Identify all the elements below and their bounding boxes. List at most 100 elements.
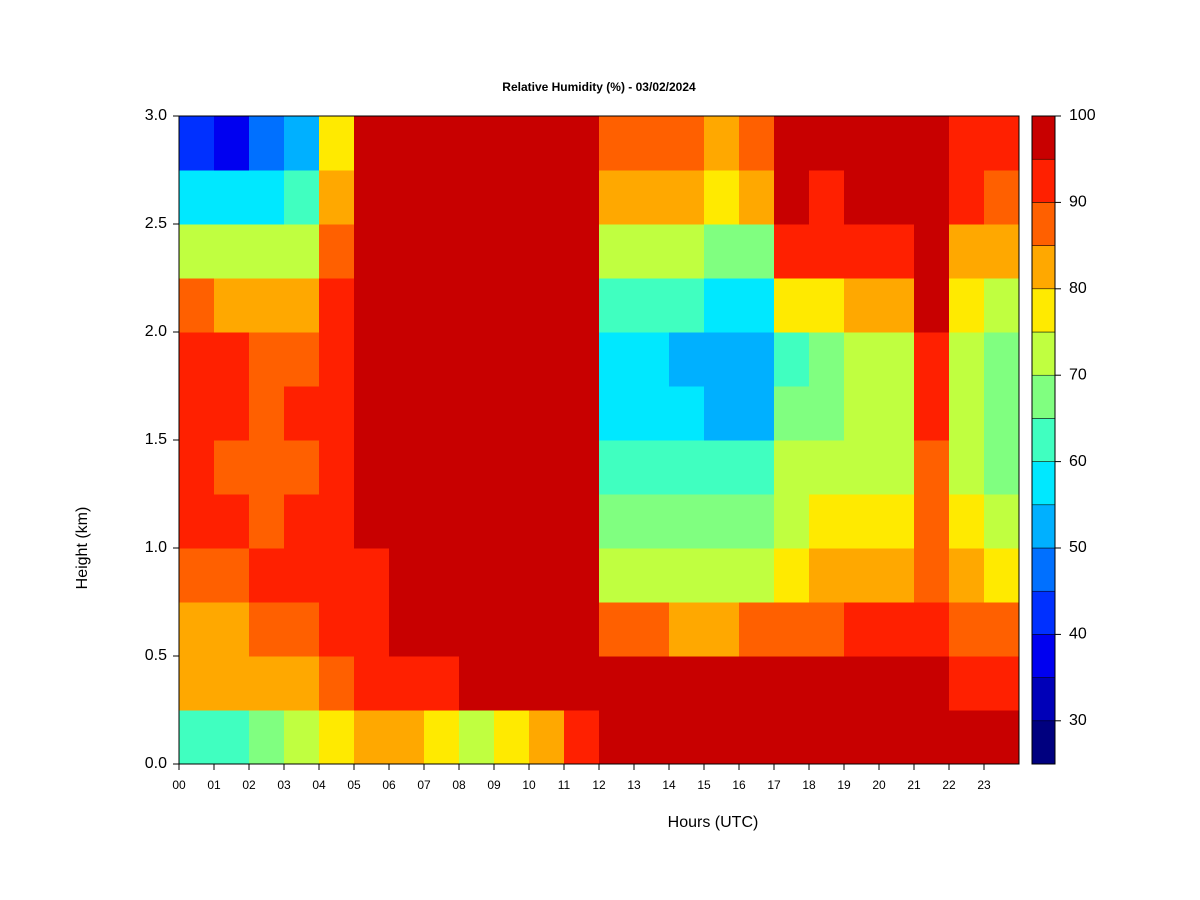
heat-cell — [949, 710, 985, 765]
x-tick-label: 02 — [242, 778, 256, 792]
heat-cell — [844, 548, 880, 603]
heat-cell — [424, 602, 460, 657]
heat-cell — [284, 278, 320, 333]
heat-cell — [249, 548, 285, 603]
heat-cell — [284, 602, 320, 657]
heat-cell — [914, 386, 950, 441]
heat-cell — [284, 386, 320, 441]
heat-cell — [459, 386, 495, 441]
heat-cell — [319, 440, 355, 495]
heat-cell — [389, 386, 425, 441]
heat-cell — [949, 116, 985, 171]
heat-cell — [284, 656, 320, 711]
heat-cell — [634, 224, 670, 279]
heat-cell — [949, 386, 985, 441]
heat-cell — [424, 548, 460, 603]
x-tick-label: 03 — [277, 778, 291, 792]
heat-cell — [739, 386, 775, 441]
heat-cell — [564, 440, 600, 495]
heat-cell — [494, 656, 530, 711]
x-tick-label: 10 — [522, 778, 536, 792]
heat-cell — [634, 656, 670, 711]
colorbar-segment — [1031, 677, 1056, 722]
heat-cell — [669, 332, 705, 387]
colorbar-tick-label: 60 — [1069, 453, 1087, 470]
heat-cell — [669, 278, 705, 333]
heat-cell — [879, 548, 915, 603]
heat-cell — [249, 224, 285, 279]
heat-cell — [214, 656, 250, 711]
heat-cell — [179, 386, 215, 441]
heat-cell — [634, 548, 670, 603]
y-tick-label: 2.5 — [145, 215, 167, 232]
x-tick-label: 23 — [977, 778, 991, 792]
heat-cell — [809, 386, 845, 441]
heat-cell — [669, 116, 705, 171]
heat-cell — [739, 494, 775, 549]
heat-cell — [739, 170, 775, 225]
y-tick-label: 2.0 — [145, 323, 167, 340]
heat-cell — [354, 386, 390, 441]
y-tick-label: 3.0 — [145, 107, 167, 124]
heat-cell — [529, 386, 565, 441]
heat-cell — [319, 116, 355, 171]
heat-cell — [389, 710, 425, 765]
x-tick-label: 00 — [172, 778, 186, 792]
heat-cell — [844, 278, 880, 333]
heat-cell — [459, 278, 495, 333]
heat-cell — [704, 602, 740, 657]
colorbar-segment — [1031, 418, 1056, 462]
heat-cell — [634, 170, 670, 225]
heat-cell — [459, 224, 495, 279]
y-axis-label: Height (km) — [74, 507, 91, 590]
colorbar-segment — [1031, 720, 1056, 765]
heat-cell — [389, 332, 425, 387]
colorbar-segment — [1031, 245, 1056, 290]
heat-cell — [844, 656, 880, 711]
heat-cell — [914, 116, 950, 171]
heat-cell — [599, 548, 635, 603]
heat-cell — [214, 494, 250, 549]
heat-cell — [564, 170, 600, 225]
x-tick-label: 16 — [732, 778, 746, 792]
heat-cell — [459, 494, 495, 549]
heat-cell — [529, 224, 565, 279]
heat-cell — [389, 170, 425, 225]
heat-cell — [424, 278, 460, 333]
heat-cell — [984, 710, 1020, 765]
heat-cell — [179, 656, 215, 711]
heat-cell — [214, 386, 250, 441]
heat-cell — [319, 548, 355, 603]
heat-cell — [949, 224, 985, 279]
x-tick-label: 21 — [907, 778, 921, 792]
heat-cell — [529, 278, 565, 333]
x-tick-label: 13 — [627, 778, 641, 792]
heat-cell — [249, 440, 285, 495]
heat-cell — [984, 440, 1020, 495]
x-tick-label: 15 — [697, 778, 711, 792]
heat-cell — [809, 116, 845, 171]
heat-cell — [774, 494, 810, 549]
colorbar-frame — [1031, 115, 1056, 765]
heat-cell — [599, 386, 635, 441]
x-tick-label: 19 — [837, 778, 851, 792]
heat-cell — [599, 440, 635, 495]
heat-cell — [284, 170, 320, 225]
heat-cell — [774, 224, 810, 279]
heat-cell — [564, 710, 600, 765]
heat-cell — [564, 116, 600, 171]
heat-cell — [879, 602, 915, 657]
heat-cell — [809, 332, 845, 387]
heat-cell — [564, 656, 600, 711]
heat-cell — [914, 656, 950, 711]
heat-cell — [914, 440, 950, 495]
heat-cell — [389, 116, 425, 171]
heat-cell — [599, 224, 635, 279]
colorbar-segment — [1031, 504, 1056, 549]
heat-cell — [529, 710, 565, 765]
heat-cell — [529, 440, 565, 495]
heat-cell — [914, 710, 950, 765]
heat-cell — [914, 602, 950, 657]
heat-cell — [249, 170, 285, 225]
